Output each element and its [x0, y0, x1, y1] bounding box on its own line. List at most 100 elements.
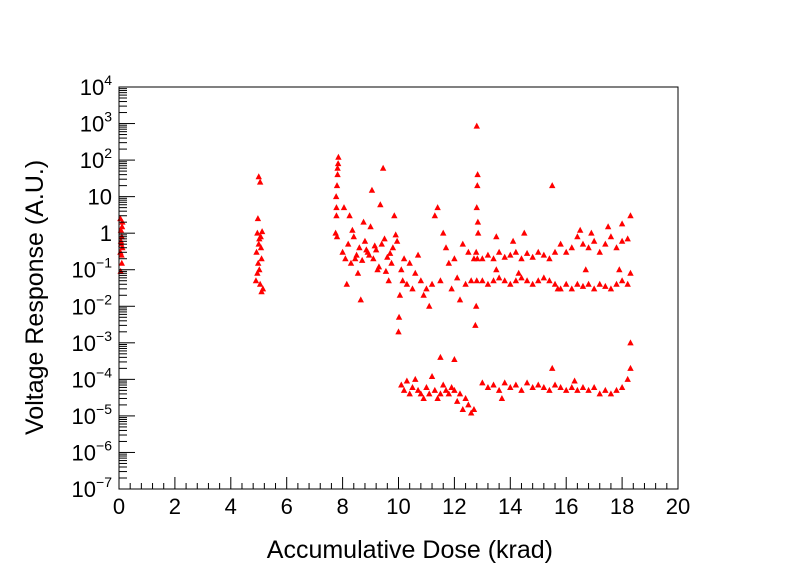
- data-point: [377, 201, 384, 208]
- x-tick-label: 20: [666, 494, 690, 519]
- y-tick-label: 10−1: [72, 255, 113, 283]
- y-tick-label: 103: [80, 109, 112, 137]
- data-point: [437, 277, 444, 284]
- data-point: [403, 377, 411, 384]
- data-point: [254, 259, 262, 266]
- y-axis-ticks: [119, 86, 135, 490]
- data-point: [437, 353, 444, 360]
- data-point: [456, 390, 464, 397]
- data-point: [627, 339, 634, 346]
- data-point: [501, 379, 508, 386]
- data-point: [613, 386, 620, 393]
- data-point: [523, 249, 531, 256]
- data-point: [472, 321, 479, 328]
- data-point: [473, 204, 480, 211]
- data-point: [459, 240, 466, 247]
- data-point: [568, 285, 575, 292]
- data-point: [347, 259, 355, 266]
- data-point: [374, 266, 381, 273]
- data-point: [382, 267, 390, 274]
- data-point: [521, 229, 528, 236]
- data-point: [529, 280, 536, 287]
- data-points: [117, 122, 634, 416]
- data-point: [431, 212, 439, 219]
- data-point: [417, 390, 425, 397]
- data-point: [563, 248, 570, 255]
- data-point: [535, 248, 542, 255]
- data-point: [409, 383, 416, 390]
- data-point: [254, 269, 261, 276]
- data-point: [616, 266, 623, 273]
- data-point: [507, 383, 514, 390]
- x-tick-label: 4: [225, 494, 237, 519]
- data-point: [490, 277, 497, 284]
- data-point: [493, 266, 500, 273]
- data-point: [400, 386, 408, 393]
- data-point: [590, 285, 598, 292]
- data-point: [512, 381, 520, 388]
- data-point: [535, 277, 542, 284]
- data-point: [350, 233, 357, 240]
- data-point: [588, 229, 595, 236]
- data-point: [571, 377, 578, 384]
- data-point: [563, 280, 570, 287]
- data-point: [445, 390, 453, 397]
- data-point: [462, 394, 469, 401]
- data-point: [618, 383, 626, 390]
- data-point: [409, 285, 416, 292]
- data-point: [451, 355, 458, 362]
- data-point: [535, 381, 542, 388]
- data-point: [529, 383, 536, 390]
- data-point: [368, 186, 376, 193]
- data-point: [557, 383, 564, 390]
- data-point: [546, 386, 553, 393]
- data-point: [256, 235, 263, 242]
- data-point: [393, 237, 401, 244]
- data-point: [474, 229, 482, 236]
- data-point: [596, 390, 603, 397]
- data-point: [389, 244, 397, 251]
- data-point: [434, 204, 441, 211]
- data-point: [518, 274, 525, 281]
- data-point: [585, 280, 592, 287]
- data-point: [540, 251, 548, 258]
- data-point: [395, 328, 402, 335]
- data-point: [613, 244, 620, 251]
- data-point: [474, 218, 482, 225]
- data-point: [384, 253, 391, 260]
- data-point: [378, 240, 385, 247]
- data-point: [579, 282, 587, 289]
- data-point: [412, 269, 419, 276]
- data-point: [354, 269, 362, 276]
- data-point: [484, 251, 492, 258]
- data-point: [426, 390, 433, 397]
- data-point: [334, 164, 341, 171]
- data-point: [627, 269, 634, 276]
- data-point: [568, 244, 575, 251]
- data-point: [423, 285, 430, 292]
- data-point: [523, 277, 531, 284]
- data-point: [395, 313, 403, 320]
- data-point: [400, 255, 408, 262]
- data-point: [399, 277, 406, 284]
- data-point: [602, 282, 609, 289]
- data-point: [501, 277, 508, 284]
- data-point: [484, 383, 492, 390]
- data-point: [423, 383, 430, 390]
- data-point: [540, 274, 548, 281]
- data-point: [255, 173, 262, 180]
- data-point: [518, 255, 525, 262]
- data-point: [448, 383, 455, 390]
- data-point: [479, 379, 486, 386]
- y-tick-label: 10−6: [72, 437, 113, 465]
- y-tick-label: 10: [88, 185, 112, 210]
- data-point: [453, 397, 461, 404]
- data-point: [624, 375, 631, 382]
- data-point: [442, 244, 450, 251]
- data-point: [474, 255, 481, 262]
- data-point: [596, 280, 603, 287]
- data-point: [451, 386, 458, 393]
- data-point: [367, 223, 374, 230]
- data-point: [340, 204, 348, 211]
- data-point: [551, 248, 559, 255]
